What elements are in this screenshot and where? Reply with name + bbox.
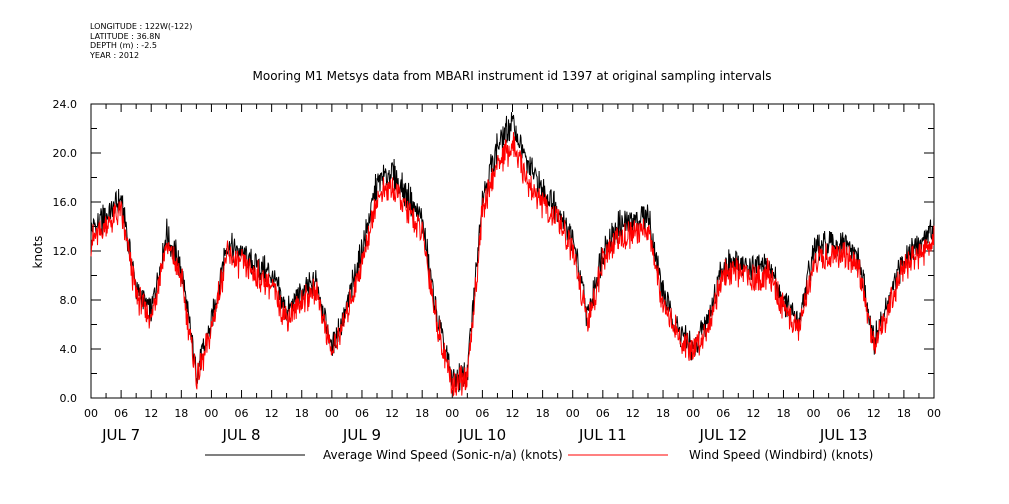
x-tick-label: 18 — [174, 407, 188, 420]
y-tick-label: 20.0 — [53, 147, 78, 160]
x-tick-label: 00 — [325, 407, 339, 420]
metadata-block: LONGITUDE : 122W(-122) LATITUDE : 36.8N … — [90, 22, 192, 60]
day-label: JUL 10 — [458, 426, 507, 444]
x-tick-label: 06 — [596, 407, 610, 420]
y-tick-label: 4.0 — [60, 343, 78, 356]
y-tick-label: 16.0 — [53, 196, 78, 209]
x-tick-label: 00 — [84, 407, 98, 420]
day-label: JUL 13 — [819, 426, 868, 444]
y-tick-label: 12.0 — [53, 245, 78, 258]
day-label: JUL 12 — [698, 426, 747, 444]
x-tick-label: 12 — [626, 407, 640, 420]
x-tick-label: 18 — [656, 407, 670, 420]
x-tick-label: 18 — [536, 407, 550, 420]
x-tick-label: 12 — [746, 407, 760, 420]
x-tick-label: 12 — [265, 407, 279, 420]
x-tick-label: 00 — [927, 407, 941, 420]
x-tick-label: 18 — [295, 407, 309, 420]
x-tick-label: 12 — [385, 407, 399, 420]
longitude-label: LONGITUDE : 122W(-122) — [90, 22, 193, 31]
x-tick-label: 06 — [475, 407, 489, 420]
x-tick-label: 18 — [897, 407, 911, 420]
axes-group: 0.0 4.0 8.0 12.0 16.0 20.0 24.0 00 06 12 18 00 06 12 1… — [53, 98, 942, 444]
x-tick-label: 00 — [204, 407, 218, 420]
series-group — [90, 112, 935, 398]
y-tick-label: 8.0 — [60, 294, 78, 307]
x-tick-label: 12 — [506, 407, 520, 420]
y-axis-label: knots — [31, 236, 45, 269]
x-tick-label: 06 — [837, 407, 851, 420]
day-label: JUL 11 — [578, 426, 627, 444]
depth-label: DEPTH (m) : -2.5 — [90, 41, 157, 50]
latitude-label: LATITUDE : 36.8N — [90, 31, 161, 41]
x-tick-label: 00 — [807, 407, 821, 420]
x-tick-label: 00 — [566, 407, 580, 420]
x-tick-label: 12 — [867, 407, 881, 420]
x-tick-label: 12 — [144, 407, 158, 420]
x-tick-label: 06 — [355, 407, 369, 420]
day-label: JUL 9 — [342, 426, 381, 444]
y-tick-label: 0.0 — [60, 392, 78, 405]
x-tick-label: 06 — [235, 407, 249, 420]
x-tick-label: 00 — [445, 407, 459, 420]
x-tick-label: 18 — [776, 407, 790, 420]
x-tick-label: 00 — [686, 407, 700, 420]
y-tick-label: 24.0 — [53, 98, 78, 111]
day-label: JUL 7 — [101, 426, 140, 444]
legend-sonic-label: Average Wind Speed (Sonic-n/a) (knots) — [323, 448, 563, 462]
x-tick-label: 06 — [114, 407, 128, 420]
x-tick-label: 18 — [415, 407, 429, 420]
series-line-sonic — [90, 112, 935, 393]
legend: Average Wind Speed (Sonic-n/a) (knots) W… — [205, 448, 873, 462]
series-line-windbird — [90, 132, 935, 398]
chart-title: Mooring M1 Metsys data from MBARI instru… — [253, 69, 772, 83]
x-tick-label: 06 — [716, 407, 730, 420]
year-label: YEAR : 2012 — [90, 50, 140, 60]
legend-windbird-label: Wind Speed (Windbird) (knots) — [689, 448, 873, 462]
day-label: JUL 8 — [221, 426, 260, 444]
